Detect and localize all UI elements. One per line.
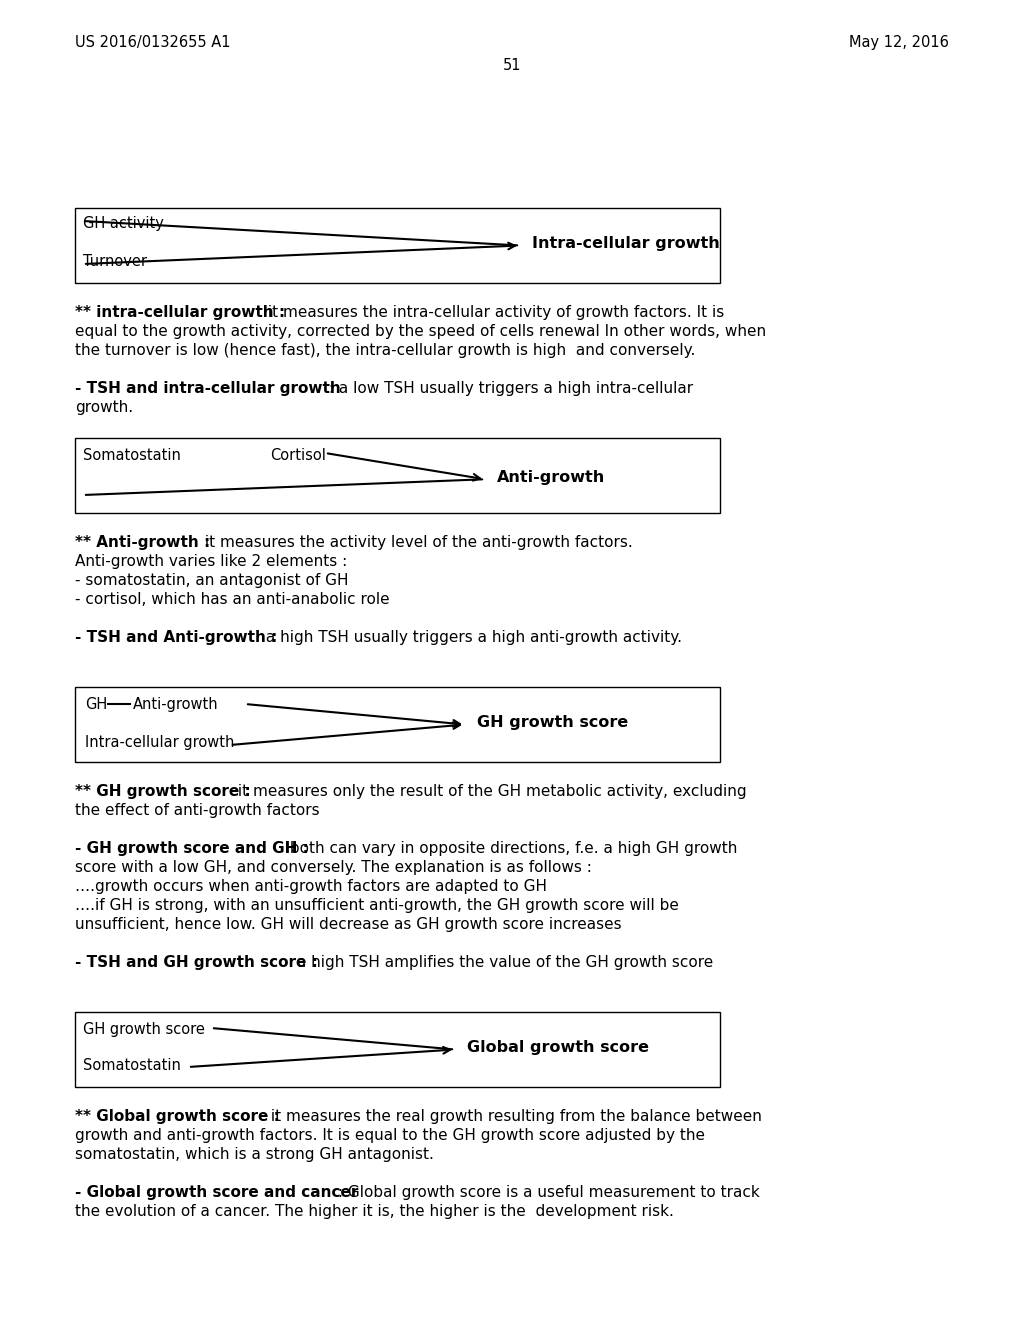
Text: a high TSH usually triggers a high anti-growth activity.: a high TSH usually triggers a high anti-…	[261, 630, 682, 645]
FancyBboxPatch shape	[75, 1012, 720, 1086]
Text: Global growth score: Global growth score	[467, 1040, 649, 1055]
Text: Somatostatin: Somatostatin	[83, 1059, 181, 1073]
Text: : a low TSH usually triggers a high intra-cellular: : a low TSH usually triggers a high intr…	[324, 381, 693, 396]
Text: ….growth occurs when anti-growth factors are adapted to GH: ….growth occurs when anti-growth factors…	[75, 879, 547, 894]
Text: Cortisol: Cortisol	[270, 447, 326, 463]
Text: it measures only the result of the GH metabolic activity, excluding: it measures only the result of the GH me…	[233, 784, 746, 799]
Text: the effect of anti-growth factors: the effect of anti-growth factors	[75, 803, 319, 818]
Text: - somatostatin, an antagonist of GH: - somatostatin, an antagonist of GH	[75, 573, 348, 587]
Text: ** intra-cellular growth :: ** intra-cellular growth :	[75, 305, 285, 319]
Text: 51: 51	[503, 58, 521, 73]
FancyBboxPatch shape	[75, 209, 720, 282]
Text: Intra-cellular growth: Intra-cellular growth	[532, 236, 720, 251]
FancyBboxPatch shape	[75, 438, 720, 513]
Text: - cortisol, which has an anti-anabolic role: - cortisol, which has an anti-anabolic r…	[75, 591, 389, 607]
Text: the turnover is low (hence fast), the intra-cellular growth is high  and convers: the turnover is low (hence fast), the in…	[75, 343, 695, 358]
Text: it measures the intra-cellular activity of growth factors. It is: it measures the intra-cellular activity …	[263, 305, 724, 319]
Text: US 2016/0132655 A1: US 2016/0132655 A1	[75, 36, 230, 50]
Text: Somatostatin: Somatostatin	[83, 447, 181, 463]
Text: GH growth score: GH growth score	[83, 1022, 205, 1038]
Text: - TSH and Anti-growth :: - TSH and Anti-growth :	[75, 630, 278, 645]
Text: GH growth score: GH growth score	[477, 715, 629, 730]
Text: the evolution of a cancer. The higher it is, the higher is the  development risk: the evolution of a cancer. The higher it…	[75, 1204, 674, 1218]
Text: Turnover: Turnover	[83, 253, 147, 269]
Text: growth and anti-growth factors. It is equal to the GH growth score adjusted by t: growth and anti-growth factors. It is eq…	[75, 1129, 705, 1143]
Text: both can vary in opposite directions, f.e. a high GH growth: both can vary in opposite directions, f.…	[285, 841, 737, 855]
Text: ** Anti-growth :: ** Anti-growth :	[75, 535, 210, 550]
Text: GH: GH	[85, 697, 108, 711]
Text: Anti-growth varies like 2 elements :: Anti-growth varies like 2 elements :	[75, 554, 347, 569]
Text: ** GH growth score :: ** GH growth score :	[75, 784, 251, 799]
Text: score with a low GH, and conversely. The explanation is as follows :: score with a low GH, and conversely. The…	[75, 861, 592, 875]
Text: Anti-growth: Anti-growth	[497, 470, 605, 484]
Text: ….if GH is strong, with an unsufficient anti-growth, the GH growth score will be: ….if GH is strong, with an unsufficient …	[75, 898, 679, 913]
Text: somatostatin, which is a strong GH antagonist.: somatostatin, which is a strong GH antag…	[75, 1147, 434, 1162]
Text: it measures the activity level of the anti-growth factors.: it measures the activity level of the an…	[200, 535, 633, 550]
Text: a high TSH amplifies the value of the GH growth score: a high TSH amplifies the value of the GH…	[292, 954, 714, 970]
Text: - GH growth score and GH :: - GH growth score and GH :	[75, 841, 309, 855]
Text: - Global growth score and cancer: - Global growth score and cancer	[75, 1185, 358, 1200]
Text: : Global growth score is a useful measurement to track: : Global growth score is a useful measur…	[333, 1185, 760, 1200]
Text: - TSH and GH growth score :: - TSH and GH growth score :	[75, 954, 317, 970]
Text: equal to the growth activity, corrected by the speed of cells renewal In other w: equal to the growth activity, corrected …	[75, 323, 766, 339]
Text: Intra-cellular growth: Intra-cellular growth	[85, 735, 234, 750]
Text: May 12, 2016: May 12, 2016	[849, 36, 949, 50]
Text: Anti-growth: Anti-growth	[133, 697, 219, 711]
Text: - TSH and intra-cellular growth: - TSH and intra-cellular growth	[75, 381, 341, 396]
FancyBboxPatch shape	[75, 686, 720, 762]
Text: it measures the real growth resulting from the balance between: it measures the real growth resulting fr…	[266, 1109, 762, 1125]
Text: GH activity: GH activity	[83, 216, 164, 231]
Text: growth.: growth.	[75, 400, 133, 414]
Text: ** Global growth score :: ** Global growth score :	[75, 1109, 280, 1125]
Text: unsufficient, hence low. GH will decrease as GH growth score increases: unsufficient, hence low. GH will decreas…	[75, 917, 622, 932]
